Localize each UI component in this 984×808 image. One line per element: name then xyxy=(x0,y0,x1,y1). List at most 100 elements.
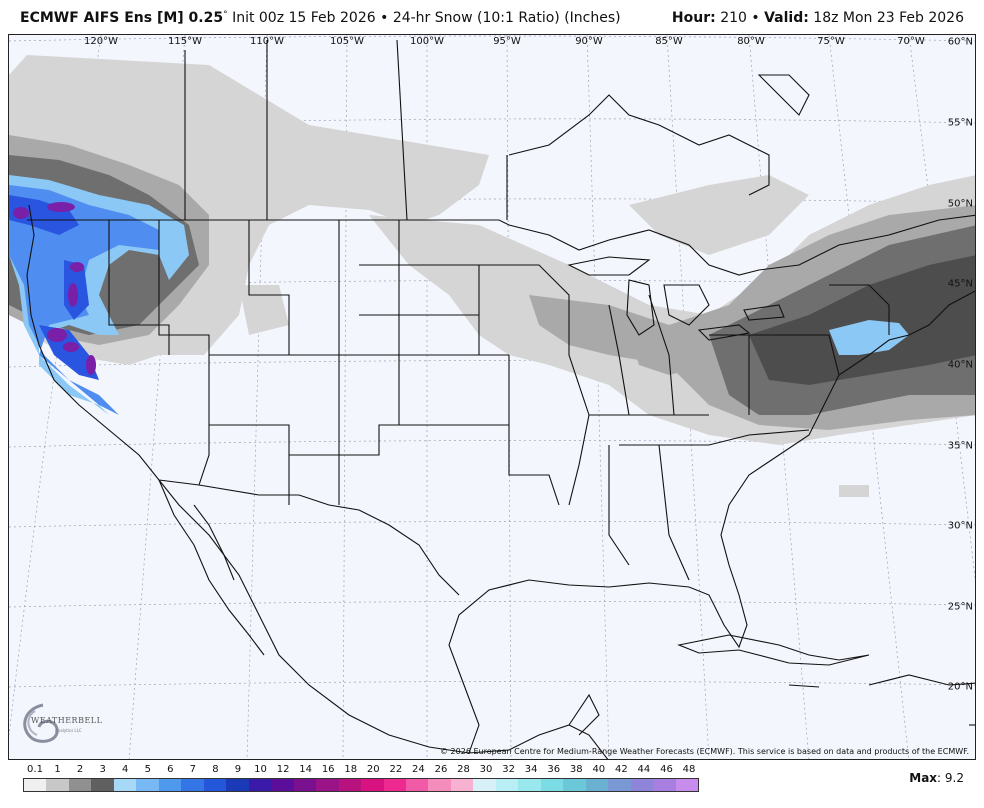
lat-label: 40°N xyxy=(947,359,973,371)
logo-text: WEATHERBELL xyxy=(31,716,103,725)
lat-label: 60°N xyxy=(947,36,973,48)
map-canvas xyxy=(9,35,975,759)
colorbar-tick-label: 26 xyxy=(434,764,448,775)
lat-label: 55°N xyxy=(947,117,973,129)
colorbar-tick-label: 44 xyxy=(637,764,651,775)
model-name: ECMWF AIFS Ens [M] 0.25 xyxy=(20,10,224,26)
colorbar-segment xyxy=(338,779,362,791)
init-time: Init 00z 15 Feb 2026 xyxy=(232,10,376,26)
lat-label: 30°N xyxy=(947,520,973,532)
colorbar-segment xyxy=(653,779,676,791)
colorbar-segment xyxy=(540,779,564,791)
colorbar-segment xyxy=(675,779,699,791)
colorbar-tick-label: 4 xyxy=(122,764,129,775)
map-title: ECMWF AIFS Ens [M] 0.25° Init 00z 15 Feb… xyxy=(20,10,621,26)
colorbar-tick-label: 10 xyxy=(254,764,267,775)
colorbar-segment xyxy=(473,779,496,791)
product-name: 24-hr Snow (10:1 Ratio) (Inches) xyxy=(392,10,621,26)
colorbar-tick-label: 12 xyxy=(276,764,290,775)
valid-label: Valid: xyxy=(764,10,809,26)
max-value: 9.2 xyxy=(944,771,964,785)
colorbar-tick-label: 22 xyxy=(389,764,403,775)
snow-purple xyxy=(13,202,96,375)
lon-label: 110°W xyxy=(250,36,284,47)
colorbar-tick-label: 34 xyxy=(524,764,538,775)
colorbar-segment xyxy=(181,779,204,791)
colorbar-tick-label: 3 xyxy=(99,764,106,775)
colorbar-tick-label: 30 xyxy=(479,764,493,775)
borders xyxy=(26,39,975,759)
colorbar-segment xyxy=(226,779,249,791)
colorbar-segment xyxy=(203,779,227,791)
colorbar-tick-label: 0.1 xyxy=(27,764,43,775)
colorbar-tick-label: 2 xyxy=(76,764,84,775)
lon-label: 80°W xyxy=(737,36,765,47)
lat-label: 20°N xyxy=(947,681,973,693)
lat-label: 25°N xyxy=(947,601,973,613)
colorbar-tick-label: 18 xyxy=(344,764,358,775)
colorbar-tick-label: 38 xyxy=(569,764,583,775)
colorbar-tick-label: 5 xyxy=(144,764,151,775)
lon-label: 95°W xyxy=(493,36,521,47)
colorbar-segment xyxy=(46,779,69,791)
colorbar-tick-label: 40 xyxy=(592,764,606,775)
lat-label: 45°N xyxy=(947,278,973,290)
colorbar-segment xyxy=(361,779,384,791)
bullet-separator: • xyxy=(751,10,760,26)
colorbar-segment xyxy=(405,779,429,791)
snow-darker-gray xyxy=(749,255,975,385)
colorbar-segment xyxy=(136,779,159,791)
lon-label: 85°W xyxy=(655,36,683,47)
colorbar xyxy=(23,778,699,792)
snow-mid-blue xyxy=(9,185,159,415)
max-separator: : xyxy=(937,771,942,785)
valid-value: 18z Mon 23 Feb 2026 xyxy=(813,10,964,26)
colorbar-tick-label: 9 xyxy=(234,764,242,775)
lon-label: 70°W xyxy=(897,36,925,47)
bullet-separator: • xyxy=(380,10,389,26)
lon-label: 100°W xyxy=(410,36,444,47)
lon-label: 105°W xyxy=(330,36,364,47)
colorbar-tick-label: 46 xyxy=(660,764,673,775)
colorbar-segment xyxy=(271,779,294,791)
max-label: Max xyxy=(909,771,938,785)
colorbar-segment xyxy=(24,779,47,791)
colorbar-segment xyxy=(585,779,609,791)
colorbar-segment xyxy=(563,779,586,791)
hour-label: Hour: xyxy=(671,10,716,26)
colorbar-segment xyxy=(293,779,317,791)
lat-label: 50°N xyxy=(947,198,973,210)
max-value-label: Max: 9.2 xyxy=(909,771,964,785)
swirl-icon xyxy=(23,703,59,743)
colorbar-tick-label: 6 xyxy=(167,764,174,775)
colorbar-segment xyxy=(428,779,451,791)
copyright-notice: © 2026 European Centre for Medium-Range … xyxy=(440,747,969,756)
colorbar-tick-label: 1 xyxy=(54,764,61,775)
colorbar-segment xyxy=(68,779,92,791)
logo-subtext: Analytics LLC xyxy=(55,728,82,733)
colorbar-segment xyxy=(91,779,114,791)
colorbar-tick-label: 42 xyxy=(615,764,628,775)
colorbar-tick-label: 7 xyxy=(189,764,197,775)
colorbar-segment xyxy=(518,779,541,791)
colorbar-tick-label: 8 xyxy=(212,764,219,775)
colorbar-segment xyxy=(316,779,339,791)
colorbar-tick-label: 32 xyxy=(502,764,515,775)
colorbar-segment xyxy=(158,779,182,791)
colorbar-segment xyxy=(630,779,654,791)
colorbar-tick-label: 20 xyxy=(366,764,380,775)
colorbar-tick-label: 28 xyxy=(457,764,470,775)
colorbar-segment xyxy=(450,779,474,791)
colorbar-segment xyxy=(383,779,406,791)
colorbar-tick-label: 14 xyxy=(299,764,312,775)
colorbar-tick-label: 48 xyxy=(682,764,696,775)
colorbar-segment xyxy=(608,779,631,791)
colorbar-tick-label: 36 xyxy=(547,764,561,775)
colorbar-segment xyxy=(248,779,272,791)
lon-label: 90°W xyxy=(575,36,603,47)
valid-time-header: Hour: 210 • Valid: 18z Mon 23 Feb 2026 xyxy=(672,10,964,26)
colorbar-segment xyxy=(495,779,519,791)
colorbar-ticks: 0.1 1 2 3 4 5 6 7 8 9 10 12 14 16 18 20 22 24 26 28 30 32 34 36… xyxy=(23,764,699,776)
degree-mark: ° xyxy=(223,10,228,20)
lon-label: 120°W xyxy=(84,36,118,47)
